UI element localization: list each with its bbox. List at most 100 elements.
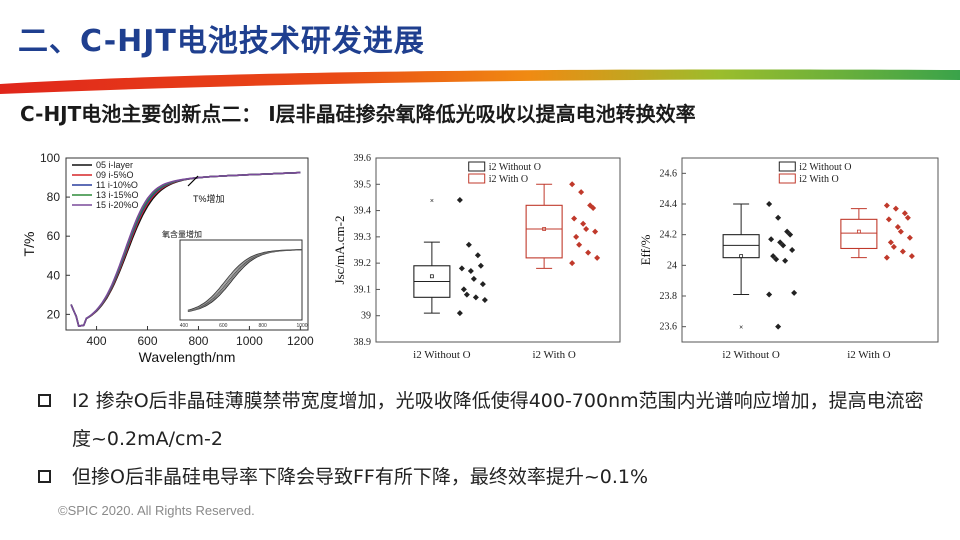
x-category-label: i2 Without O — [722, 349, 779, 361]
inset-tick-label: 1000 — [296, 323, 307, 329]
annotation-arrow — [187, 175, 199, 187]
x-tick-label: 1000 — [236, 334, 263, 348]
mean-marker — [542, 227, 547, 231]
iqr-box — [525, 204, 563, 259]
data-point — [787, 231, 794, 238]
legend-label: 15 i-20%O — [96, 200, 139, 210]
data-point — [585, 249, 592, 256]
legend-label: i2 With O — [489, 174, 528, 185]
inset-series-line — [187, 249, 302, 311]
y-axis-label: Jsc/mA.cm-2 — [332, 216, 347, 285]
inset-tick-label: 600 — [219, 323, 228, 329]
data-point — [770, 253, 777, 260]
data-point — [775, 323, 782, 330]
bullet-text: I2 掺杂O后非晶硅薄膜禁带宽度增加，光吸收降低使得400-700nm范围内光谱… — [72, 390, 924, 450]
y-tick-label: 39.6 — [354, 153, 372, 164]
data-point — [573, 233, 580, 240]
y-axis-label: Eff/% — [638, 234, 653, 265]
data-point — [590, 204, 597, 211]
data-point — [780, 242, 787, 249]
data-point — [901, 210, 908, 217]
y-tick-label: 24.6 — [660, 168, 678, 179]
y-tick-label: 24 — [667, 260, 677, 271]
data-point — [885, 216, 892, 223]
x-category-label: i2 Without O — [413, 349, 470, 361]
x-category-label: i2 With O — [847, 349, 890, 361]
jsc-box-chart: 38.9 39 39.1 39.2 39.3 39.4 39.5 39.6 i2 Without… — [332, 153, 621, 361]
checkbox-bullet-icon — [38, 470, 51, 483]
data-point — [576, 241, 583, 248]
data-point — [782, 257, 789, 264]
data-point — [899, 248, 906, 255]
bullet-text: 但掺O后非晶硅电导率下降会导致FF有所下降，最终效率提升~0.1% — [72, 466, 649, 488]
inset-tick-label: 800 — [258, 323, 267, 329]
legend-label: i2 With O — [799, 174, 838, 185]
data-point — [472, 294, 479, 301]
data-point — [474, 252, 481, 259]
legend-swatch — [778, 173, 796, 184]
data-point — [458, 265, 465, 272]
legend-label: 09 i-5%O — [96, 170, 134, 180]
data-point — [791, 289, 798, 296]
mean-marker — [429, 274, 434, 279]
data-point — [766, 291, 773, 298]
y-tick-label: 23.6 — [660, 322, 678, 333]
data-point — [456, 310, 463, 317]
legend-label: 11 i-10%O — [96, 180, 138, 190]
data-point — [890, 243, 897, 250]
transmittance-series-line — [70, 171, 301, 328]
data-point — [768, 236, 775, 243]
y-tick-label: 24.2 — [660, 230, 678, 241]
y-tick-label: 20 — [47, 307, 61, 321]
data-point — [892, 205, 899, 212]
data-point — [592, 228, 599, 235]
outlier-marker: × — [739, 325, 743, 332]
data-point — [784, 228, 791, 235]
data-point — [894, 224, 901, 230]
mean-marker — [739, 254, 744, 259]
x-axis-label: Wavelength/nm — [139, 349, 236, 365]
data-point — [470, 275, 477, 282]
bullet-list: I2 掺杂O后非晶硅薄膜禁带宽度增加，光吸收降低使得400-700nm范围内光谱… — [38, 382, 938, 496]
data-point — [580, 220, 587, 227]
y-tick-label: 24.4 — [660, 199, 678, 210]
decorative-color-band — [0, 69, 960, 94]
transmittance-chart: 20 40 60 80 100 400 600 800 1000 1200 Wavelength/n… — [21, 151, 314, 365]
x-tick-label: 1200 — [287, 334, 314, 348]
inset-tick-label: 400 — [180, 323, 189, 329]
data-point — [904, 214, 911, 221]
data-point — [773, 256, 780, 263]
data-point — [883, 254, 890, 261]
data-point — [789, 247, 796, 253]
x-tick-label: 600 — [138, 334, 158, 348]
y-tick-label: 39.2 — [354, 258, 372, 269]
slide-subtitle: C-HJT电池主要创新点二： I层非晶硅掺杂氧降低光吸收以提高电池转换效率 — [20, 102, 696, 126]
data-point — [594, 254, 601, 261]
legend-label: i2 Without O — [489, 162, 541, 173]
y-tick-label: 39.1 — [354, 284, 372, 295]
y-tick-label: 40 — [47, 268, 61, 282]
y-tick-label: 39.3 — [354, 232, 372, 243]
bullet-item: 但掺O后非晶硅电导率下降会导致FF有所下降，最终效率提升~0.1% — [38, 458, 938, 496]
data-point — [908, 253, 915, 260]
legend-label: 05 i-layer — [96, 160, 133, 170]
plot-frame — [681, 157, 939, 343]
legend-swatch — [468, 173, 486, 184]
data-point — [906, 234, 913, 241]
y-tick-label: 100 — [40, 151, 60, 165]
legend-label: 13 i-15%O — [96, 190, 139, 200]
data-point — [766, 201, 773, 207]
bullet-item: I2 掺杂O后非晶硅薄膜禁带宽度增加，光吸收降低使得400-700nm范围内光谱… — [38, 382, 938, 458]
data-point — [569, 181, 576, 188]
data-point — [456, 197, 463, 204]
data-point — [578, 189, 585, 196]
x-category-label: i2 With O — [532, 349, 575, 361]
data-point — [583, 225, 590, 232]
y-tick-label: 23.8 — [660, 291, 678, 302]
data-point — [465, 241, 472, 248]
plot-frame — [375, 157, 621, 343]
y-tick-label: 80 — [47, 190, 61, 204]
data-point — [897, 228, 904, 235]
data-point — [887, 239, 894, 246]
data-point — [777, 239, 784, 246]
